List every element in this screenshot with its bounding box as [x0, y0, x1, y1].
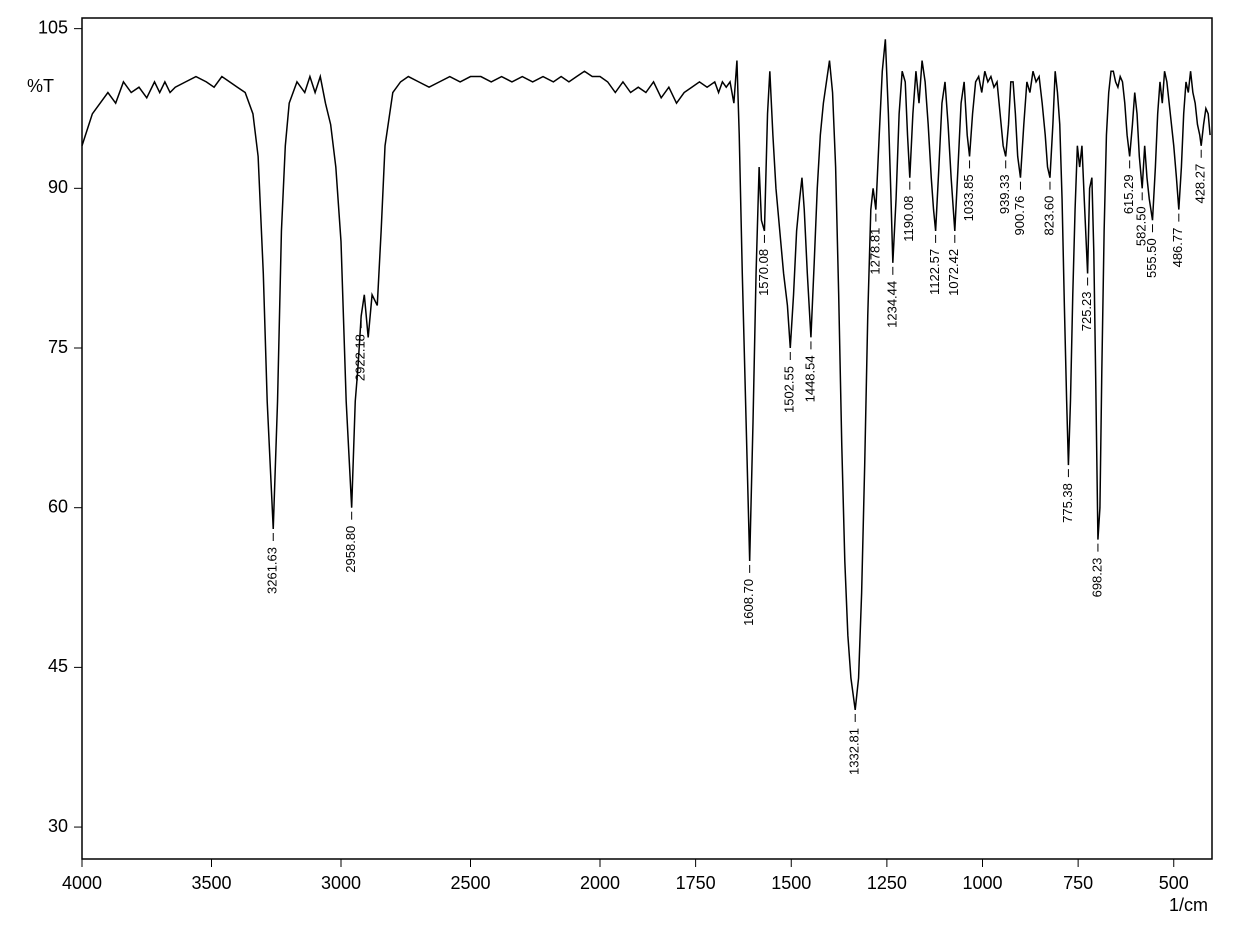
peak-label: 428.27 [1193, 164, 1208, 204]
peak-label: 1122.57 [927, 249, 942, 295]
x-tick-label: 1750 [676, 873, 716, 893]
x-tick-label: 500 [1159, 873, 1189, 893]
y-tick-label: 60 [48, 496, 68, 516]
y-tick-label: 105 [38, 17, 68, 37]
peak-label: 1448.54 [802, 355, 817, 402]
x-tick-label: 1500 [771, 873, 811, 893]
spectrum-trace [82, 39, 1210, 710]
peak-label: 1190.08 [901, 196, 916, 242]
peak-label: 3261.63 [265, 547, 280, 594]
x-tick-label: 750 [1063, 873, 1093, 893]
x-tick-label: 1250 [867, 873, 907, 893]
x-tick-label: 2500 [450, 873, 490, 893]
peak-label: 823.60 [1041, 196, 1056, 236]
peak-label: 939.33 [997, 174, 1012, 214]
peak-label: 698.23 [1089, 558, 1104, 598]
x-tick-label: 4000 [62, 873, 102, 893]
y-tick-label: 30 [48, 816, 68, 836]
x-tick-label: 3000 [321, 873, 361, 893]
y-tick-label: 75 [48, 337, 68, 357]
x-tick-label: 2000 [580, 873, 620, 893]
peak-label: 1332.81 [847, 728, 862, 775]
peak-label: 900.76 [1012, 196, 1027, 236]
y-tick-label: 90 [48, 177, 68, 197]
peak-label: 1570.08 [756, 249, 771, 296]
peak-label: 1502.55 [782, 366, 797, 413]
peak-label: 775.38 [1060, 483, 1075, 523]
x-tick-label: 3500 [191, 873, 231, 893]
peak-label: 725.23 [1079, 291, 1094, 331]
peak-label: 2958.80 [343, 526, 358, 573]
peak-label: 486.77 [1170, 228, 1185, 268]
ir-spectrum-chart: 4000 3500 3000 2500 2000 1750 1500 1250 1000 750 5… [0, 0, 1240, 929]
x-tick-label: 1000 [962, 873, 1002, 893]
peak-label: 555.50 [1144, 238, 1159, 278]
peak-label: 2922.18 [353, 334, 368, 381]
peak-label: 1072.42 [946, 249, 961, 296]
peak-label: 1033.85 [961, 174, 976, 221]
y-axis-label: %T [27, 76, 54, 96]
peak-label: 1278.81 [867, 228, 882, 275]
x-axis-label: 1/cm [1169, 895, 1208, 915]
y-tick-label: 45 [48, 656, 68, 676]
peak-label: 1234.44 [884, 281, 899, 328]
peak-label: 1608.70 [741, 579, 756, 626]
